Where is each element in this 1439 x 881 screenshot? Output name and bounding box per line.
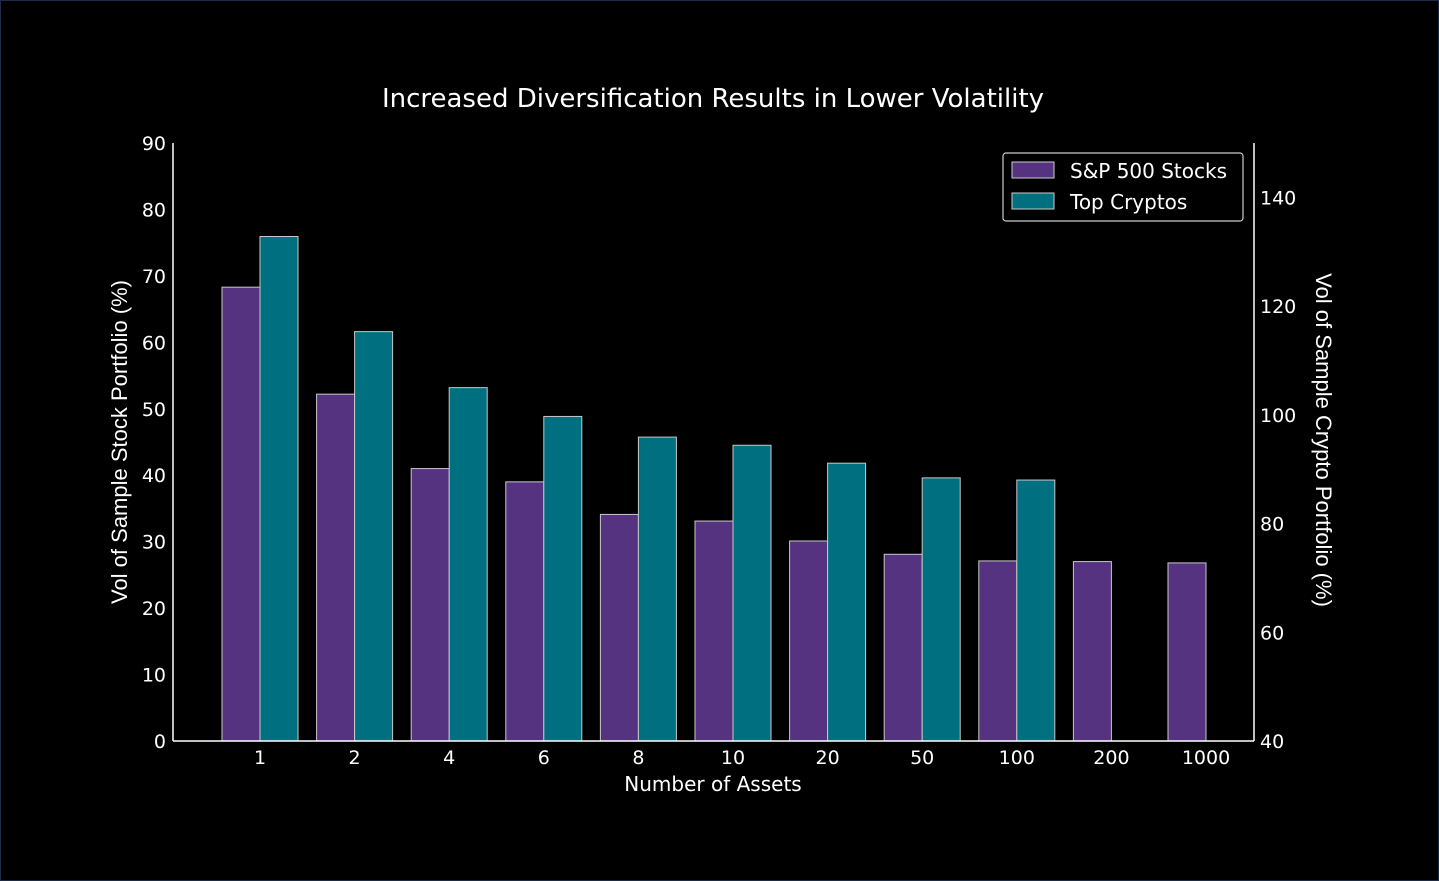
y-tick-right-label: 80 — [1260, 514, 1284, 536]
y-tick-left-label: 20 — [142, 598, 166, 620]
bar-cryptos-8 — [637, 436, 677, 742]
x-tick-label: 200 — [1093, 747, 1129, 769]
y-tick-right-label: 60 — [1260, 622, 1284, 644]
bar-stocks-100 — [978, 560, 1018, 742]
y-tick-left-label: 60 — [142, 332, 166, 354]
bar-cryptos-2 — [354, 331, 394, 742]
y-tick-left-label: 90 — [142, 133, 166, 155]
bar-stocks-50 — [883, 553, 923, 742]
axes: 0 10 20 30 40 50 60 70 80 90 40 60 80 100 120 140 1 2 4 6 8 1… — [142, 133, 1296, 769]
y-tick-right-label: 100 — [1260, 405, 1296, 427]
chart-title: Increased Diversification Results in Low… — [382, 84, 1044, 114]
bar-cryptos-100 — [1016, 479, 1056, 742]
bar-stocks-8 — [599, 513, 639, 742]
bar-stocks-10 — [694, 520, 734, 742]
bar-stocks-200 — [1072, 561, 1112, 742]
bar-cryptos-4 — [448, 387, 488, 742]
legend-label-stocks: S&P 500 Stocks — [1070, 159, 1227, 183]
y-tick-right-label: 40 — [1260, 731, 1284, 753]
x-tick-label: 2 — [349, 747, 361, 769]
x-tick-label: 10 — [721, 747, 745, 769]
bar-stocks-4 — [410, 468, 450, 742]
x-tick-label: 4 — [443, 747, 455, 769]
x-tick-label: 6 — [538, 747, 550, 769]
y-tick-left-label: 50 — [142, 399, 166, 421]
bar-stocks-1 — [221, 286, 261, 742]
legend-box — [1002, 152, 1244, 222]
legend-swatch-stocks — [1011, 161, 1055, 179]
x-tick-label: 1 — [254, 747, 266, 769]
legend: S&P 500 Stocks Top Cryptos — [1002, 152, 1244, 222]
x-tick-label: 50 — [910, 747, 934, 769]
x-axis-label: Number of Assets — [624, 772, 801, 796]
bar-stocks-20 — [789, 540, 829, 742]
x-tick-label: 1000 — [1182, 747, 1230, 769]
x-tick-label: 20 — [816, 747, 840, 769]
bar-stocks-2 — [316, 393, 356, 742]
bar-cryptos-10 — [732, 444, 772, 742]
y-axis-label-right: Vol of Sample Crypto Portfolio (%) — [1311, 273, 1336, 607]
bar-stocks-6 — [505, 481, 545, 742]
y-tick-left-label: 30 — [142, 532, 166, 554]
x-tick-label: 8 — [632, 747, 644, 769]
bar-cryptos-50 — [921, 477, 961, 742]
y-tick-left-label: 10 — [142, 665, 166, 687]
y-tick-left-label: 0 — [154, 731, 166, 753]
legend-swatch-cryptos — [1011, 192, 1055, 210]
legend-label-cryptos: Top Cryptos — [1069, 190, 1187, 214]
y-tick-left-label: 40 — [142, 465, 166, 487]
y-axis-label-left: Vol of Sample Stock Portfolio (%) — [107, 280, 132, 604]
bar-stocks-1000 — [1167, 562, 1207, 742]
bar-cryptos-6 — [543, 415, 583, 742]
x-tick-label: 100 — [999, 747, 1035, 769]
y-tick-right-label: 140 — [1260, 187, 1296, 209]
bar-cryptos-20 — [827, 462, 867, 742]
y-tick-left-label: 70 — [142, 266, 166, 288]
y-tick-right-label: 120 — [1260, 296, 1296, 318]
bar-group — [221, 236, 1207, 742]
y-tick-left-label: 80 — [142, 199, 166, 221]
bar-cryptos-1 — [259, 236, 299, 742]
